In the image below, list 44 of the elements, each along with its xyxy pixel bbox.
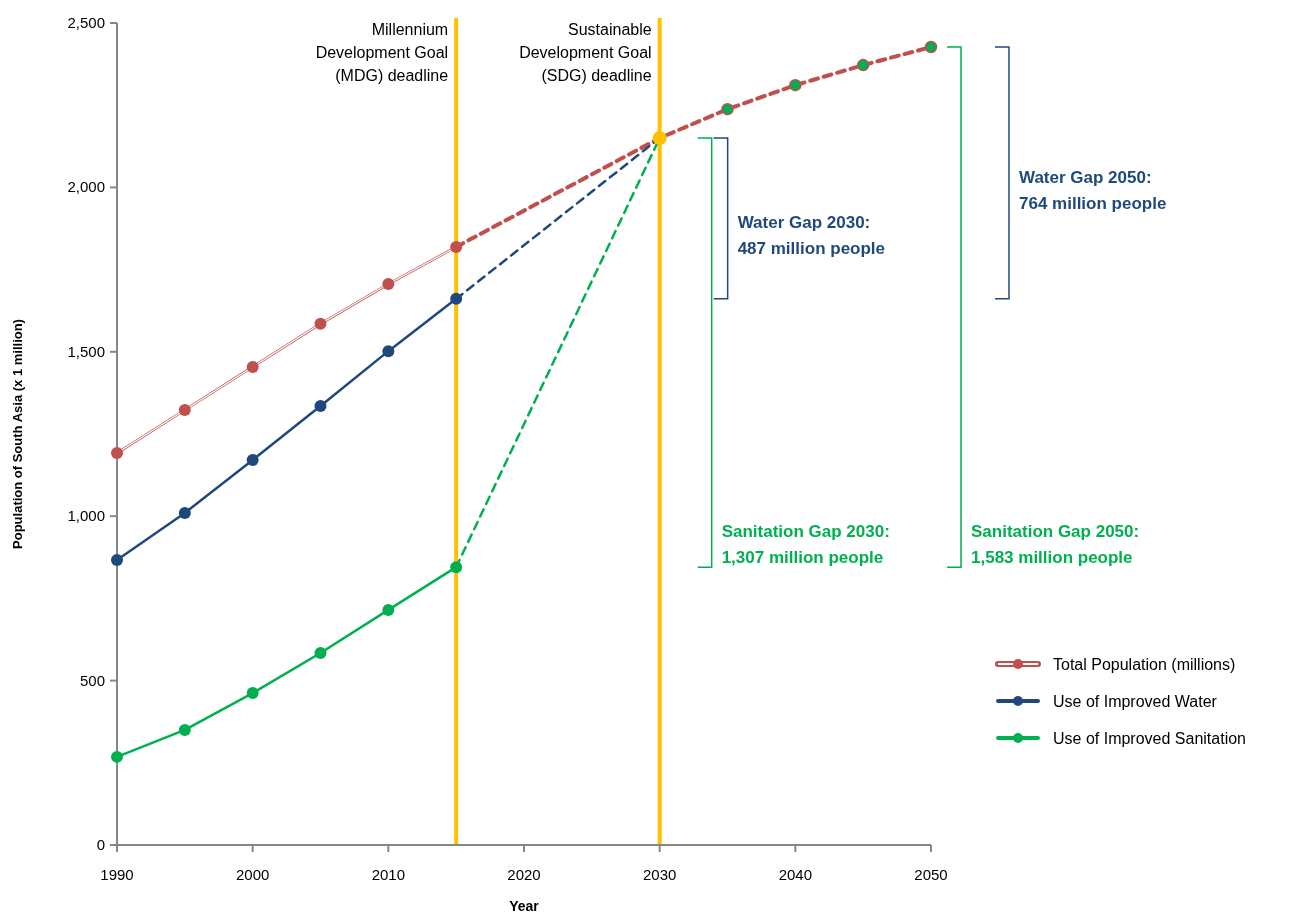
x-axis-title: Year <box>509 898 540 913</box>
point <box>246 453 259 466</box>
x-tick-label: 2050 <box>914 866 948 883</box>
ref-line-label: Sustainable Development Goal (SDG) deadline <box>519 21 652 84</box>
point <box>111 447 123 460</box>
text: Water Gap 2050: 764 million people <box>1019 167 1167 213</box>
point <box>314 646 327 659</box>
point <box>111 750 123 763</box>
point <box>246 360 259 373</box>
y-tick-label: 2,000 <box>67 178 105 196</box>
point <box>178 404 191 416</box>
text: Sanitation Gap 2050: 1,583 million people <box>971 522 1140 568</box>
annotation: Sanitation Gap 2030: 1,307 million people <box>721 522 890 568</box>
y-tick-label: 500 <box>79 671 105 689</box>
point <box>314 317 327 330</box>
legend-label: Use of Improved Water <box>1053 693 1218 710</box>
y-tick-label: 2,500 <box>67 14 105 31</box>
x-tick-label: 2030 <box>642 866 677 883</box>
x-tick-label: 2010 <box>371 866 406 883</box>
legend-label: Use of Improved Sanitation <box>1053 730 1246 747</box>
point <box>382 345 395 358</box>
point <box>721 102 734 116</box>
x-tick-label: 1990 <box>100 866 134 883</box>
point <box>856 58 870 72</box>
point <box>924 40 938 54</box>
point <box>652 131 667 146</box>
point <box>789 78 802 92</box>
y-tick-label: 0 <box>96 836 105 853</box>
point <box>382 278 395 291</box>
point <box>314 400 327 413</box>
x-tick-label: 2020 <box>507 866 541 883</box>
x-tick-label: 2040 <box>778 866 813 883</box>
y-tick-label: 1,500 <box>67 342 105 360</box>
y-tick-label: 1,000 <box>67 507 105 525</box>
x-tick-label: 2000 <box>235 866 270 883</box>
point <box>382 603 395 616</box>
ref-line-label: Millennium Development Goal (MDG) deadline <box>315 21 449 84</box>
point <box>246 687 259 700</box>
point <box>178 506 191 519</box>
legend-label: Total Population (millions) <box>1053 656 1236 673</box>
point <box>178 723 191 736</box>
y-axis-title: Population of South Asia (x 1 million) <box>10 319 25 549</box>
annotation: Water Gap 2030: 487 million people <box>737 213 886 259</box>
point <box>111 553 123 566</box>
